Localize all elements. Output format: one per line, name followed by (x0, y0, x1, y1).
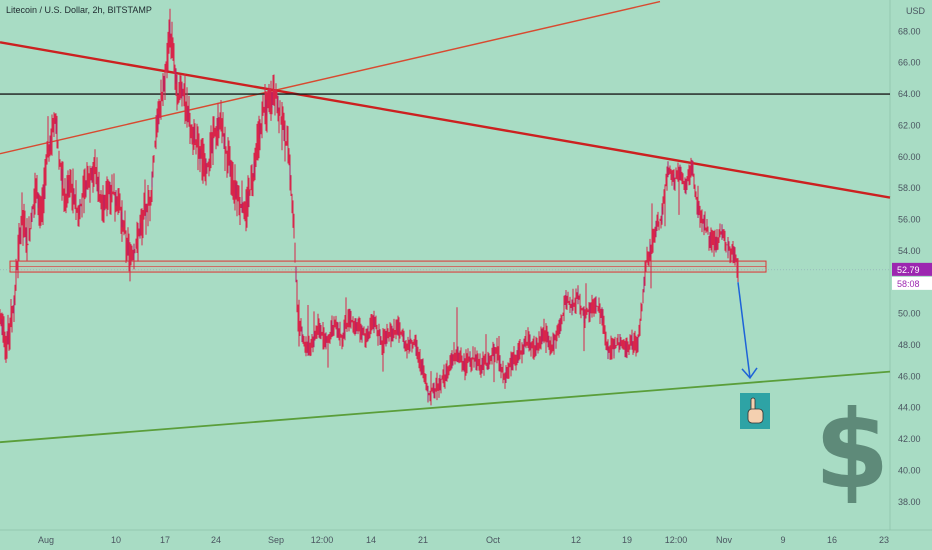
x-tick-label: 17 (160, 535, 170, 545)
candle-bodies (1, 22, 735, 402)
y-tick-label: 66.00 (898, 58, 921, 68)
dollar-sign-icon: $ (814, 388, 889, 513)
x-tick-label: 14 (366, 535, 376, 545)
x-tick-label: 24 (211, 535, 221, 545)
y-tick-label: 38.00 (898, 497, 921, 507)
y-tick-label: 58.00 (898, 183, 921, 193)
countdown-value: 58:08 (897, 279, 920, 289)
x-tick-label: 12 (571, 535, 581, 545)
descending-trendline[interactable] (0, 41, 891, 199)
x-tick-label: 10 (111, 535, 121, 545)
y-tick-label: 42.00 (898, 434, 921, 444)
x-tick-label: Nov (716, 535, 733, 545)
y-tick-label: 60.00 (898, 152, 921, 162)
forecast-arrow-shaft[interactable] (737, 282, 751, 378)
last-price-value: 52.79 (897, 265, 920, 275)
x-tick-label: Aug (38, 535, 54, 545)
x-tick-label: 23 (879, 535, 889, 545)
last-price-tag (892, 262, 932, 276)
y-tick-label: 64.00 (898, 89, 921, 99)
y-tick-label: 56.00 (898, 215, 921, 225)
x-tick-label: 12:00 (311, 535, 334, 545)
ascending-trendline[interactable] (0, 0, 661, 155)
y-tick-label: 44.00 (898, 403, 921, 413)
x-tick-label: Sep (268, 535, 284, 545)
y-tick-label: 62.00 (898, 120, 921, 130)
y-tick-label: 54.00 (898, 246, 921, 256)
y-tick-label: 50.00 (898, 309, 921, 319)
y-tick-label: 40.00 (898, 465, 921, 475)
x-tick-label: 16 (827, 535, 837, 545)
x-tick-label: 19 (622, 535, 632, 545)
long-term-support-trendline[interactable] (0, 370, 891, 444)
x-tick-label: 21 (418, 535, 428, 545)
y-tick-label: 46.00 (898, 371, 921, 381)
x-tick-label: 12:00 (665, 535, 688, 545)
y-tick-label: 68.00 (898, 26, 921, 36)
x-tick-label: Oct (486, 535, 501, 545)
y-tick-label: 48.00 (898, 340, 921, 350)
currency-label: USD (906, 6, 926, 16)
hand-palm (747, 408, 764, 424)
chart-title: Litecoin / U.S. Dollar, 2h, BITSTAMP (6, 5, 152, 15)
forecast-arrow-head (741, 367, 758, 380)
price-candles (0, 8, 739, 406)
countdown-tag (892, 276, 932, 290)
x-tick-label: 9 (780, 535, 785, 545)
